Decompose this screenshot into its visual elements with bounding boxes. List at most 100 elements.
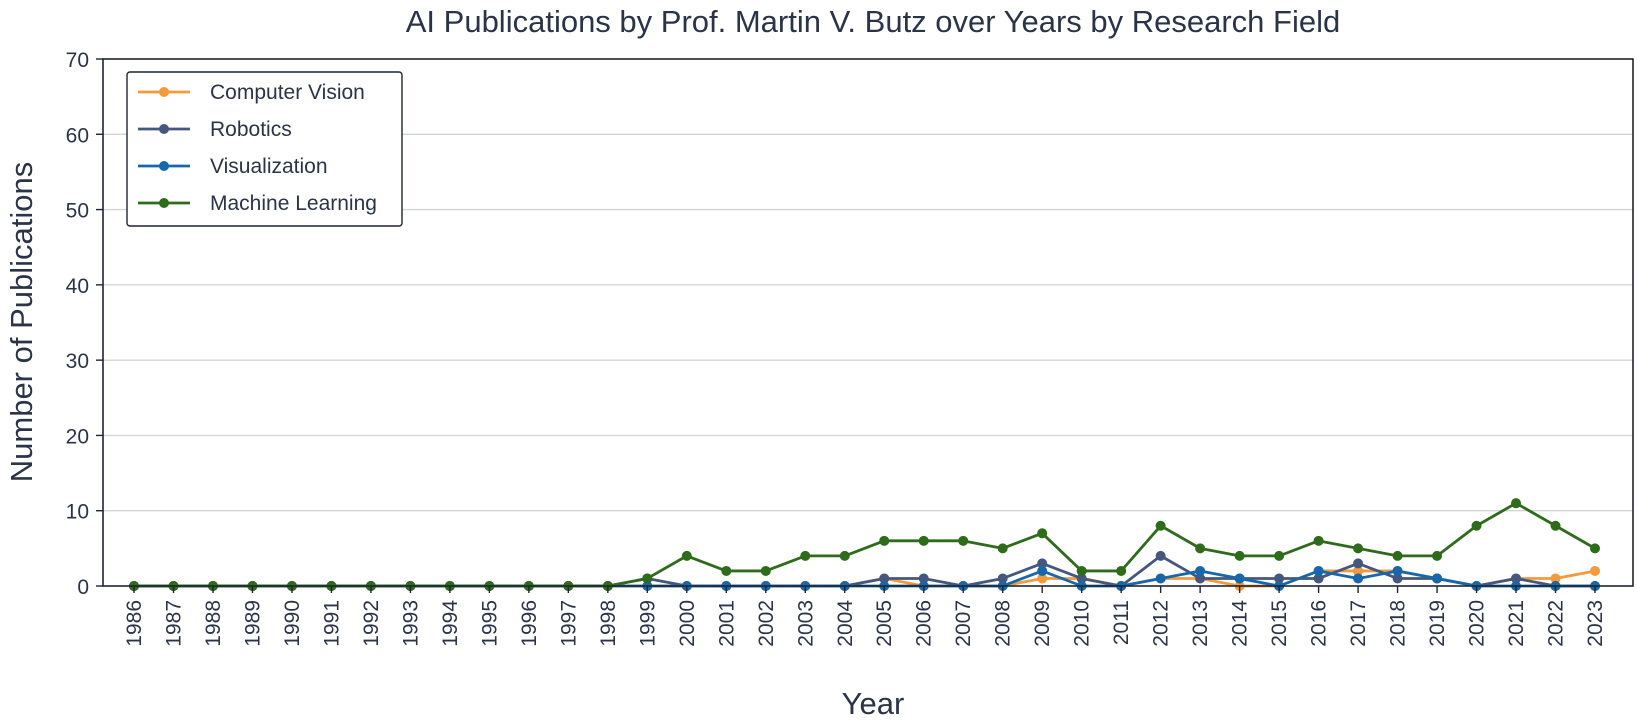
chart-title: AI Publications by Prof. Martin V. Butz …	[406, 4, 1340, 39]
data-point	[1550, 520, 1561, 531]
x-tick-label: 2021	[1505, 600, 1528, 647]
x-tick-label: 1986	[123, 600, 146, 647]
data-point	[1392, 565, 1403, 576]
x-tick-label: 2007	[952, 600, 975, 647]
y-tick-label: 30	[66, 350, 89, 373]
x-tick-label: 2022	[1545, 600, 1568, 647]
data-point	[642, 573, 653, 584]
legend-swatch-marker	[159, 124, 169, 134]
y-tick-label: 60	[66, 124, 89, 147]
legend-item: Machine Learning	[138, 192, 377, 215]
plot-frame	[102, 58, 1634, 587]
x-tick-label: 2011	[1110, 600, 1133, 645]
data-point	[1313, 573, 1324, 584]
x-tick-label: 1994	[439, 600, 462, 647]
legend-swatch-marker	[159, 198, 169, 208]
data-point	[1313, 535, 1324, 546]
y-axis-ticks: 0 10 20 30 40 50 60 70	[66, 49, 103, 599]
y-axis-label: Number of Publications	[4, 162, 39, 483]
x-tick-label: 1988	[202, 600, 225, 647]
x-tick-label: 1997	[557, 600, 580, 647]
series-lines	[129, 498, 1600, 591]
legend-label: Machine Learning	[210, 192, 377, 215]
data-point	[681, 550, 692, 561]
x-tick-label: 2010	[1071, 600, 1094, 647]
data-point	[1037, 573, 1048, 584]
x-tick-label: 2013	[1189, 600, 1212, 647]
data-point	[879, 573, 890, 584]
x-axis-ticks: 1986 1987 1988 1989 1990 1991 1992 1993 1994 1995…	[123, 586, 1607, 647]
x-tick-label: 1990	[281, 600, 304, 647]
data-point	[1274, 550, 1285, 561]
series-machine-learning	[129, 498, 1600, 591]
data-point	[1432, 550, 1443, 561]
x-tick-label: 1992	[360, 600, 383, 647]
x-tick-label: 1996	[518, 600, 541, 647]
x-tick-label: 2018	[1387, 600, 1410, 647]
data-point	[1116, 565, 1127, 576]
data-point	[1511, 573, 1522, 584]
data-point	[1511, 498, 1522, 509]
y-tick-label: 10	[66, 501, 89, 524]
x-tick-label: 1987	[162, 600, 185, 647]
data-point	[1195, 573, 1206, 584]
x-tick-label: 2020	[1466, 600, 1489, 647]
data-point	[1590, 565, 1600, 576]
data-point	[997, 573, 1008, 584]
data-point	[1471, 520, 1482, 531]
x-tick-label: 2009	[1031, 600, 1054, 647]
data-point	[839, 550, 850, 561]
data-point	[1353, 565, 1364, 576]
legend-label: Computer Vision	[210, 81, 365, 104]
series-line	[134, 554, 1595, 588]
data-point	[879, 535, 890, 546]
legend-label: Visualization	[210, 155, 328, 178]
data-point	[958, 535, 969, 546]
x-tick-label: 2001	[715, 600, 738, 647]
series-line	[134, 569, 1596, 588]
legend-swatch-marker	[159, 161, 169, 171]
data-point	[1037, 558, 1048, 569]
y-tick-label: 0	[77, 576, 89, 599]
y-tick-label: 70	[66, 49, 89, 72]
legend-label: Robotics	[210, 118, 292, 141]
legend-item: Computer Vision	[138, 81, 365, 104]
x-tick-label: 2015	[1268, 600, 1291, 647]
x-tick-label: 1999	[636, 600, 659, 647]
data-point	[1234, 573, 1245, 584]
x-tick-label: 1993	[399, 600, 422, 647]
data-point	[760, 565, 771, 576]
legend: Computer Vision Robotics Visualization Mach…	[126, 71, 403, 227]
x-tick-label: 2003	[794, 600, 817, 647]
data-point	[800, 550, 811, 561]
data-point	[1195, 565, 1206, 576]
x-axis-label: Year	[842, 686, 905, 721]
x-tick-label: 1998	[597, 600, 620, 647]
data-point	[1155, 520, 1166, 531]
data-point	[1076, 573, 1087, 584]
y-tick-label: 20	[66, 425, 89, 448]
series-line	[134, 569, 1595, 588]
legend-box	[126, 71, 403, 227]
data-point	[1037, 528, 1048, 539]
data-point	[1353, 543, 1364, 554]
data-point	[1353, 573, 1364, 584]
data-point	[1550, 573, 1561, 584]
x-tick-label: 1995	[478, 600, 501, 647]
y-tick-label: 50	[66, 200, 89, 223]
data-point	[1155, 550, 1166, 561]
x-tick-label: 2014	[1229, 600, 1252, 647]
legend-item: Visualization	[138, 155, 328, 178]
x-tick-label: 2006	[913, 600, 936, 647]
legend-item: Robotics	[138, 118, 292, 141]
x-tick-label: 2017	[1347, 600, 1370, 647]
data-point	[1076, 565, 1087, 576]
data-point	[1392, 550, 1403, 561]
x-tick-label: 2023	[1584, 600, 1607, 647]
data-point	[1234, 550, 1245, 561]
x-tick-label: 2004	[834, 600, 857, 647]
x-tick-label: 1989	[241, 600, 264, 647]
x-tick-label: 2016	[1308, 600, 1331, 647]
x-tick-label: 2008	[992, 600, 1015, 647]
